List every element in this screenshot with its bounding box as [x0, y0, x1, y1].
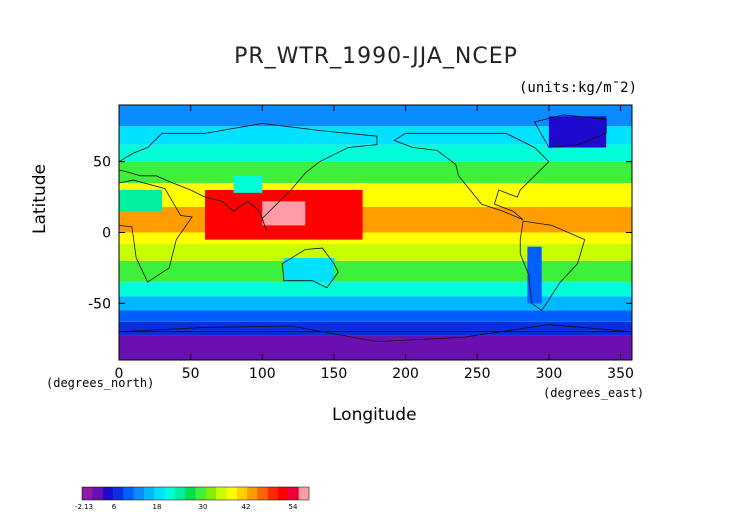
colorbar-swatch: [112, 487, 124, 500]
colorbar-swatch: [174, 487, 186, 500]
latitude-band: [119, 296, 632, 311]
colorbar-swatch: [123, 487, 134, 500]
latitude-band: [119, 310, 632, 322]
colorbar-swatch: [257, 487, 269, 500]
region-peak-core: [262, 201, 306, 226]
colorbar-swatch: [143, 487, 155, 500]
colorbar-swatch: [82, 487, 93, 500]
colorbar-swatch: [267, 487, 279, 500]
coastline-antarctic: [118, 324, 633, 342]
x-axis-unit-right: (degrees_east): [543, 386, 645, 400]
chart-title: PR_WTR_1990-JJA_NCEP: [234, 44, 518, 69]
colorbar-label: 30: [199, 503, 208, 511]
colorbar-swatch: [102, 487, 114, 500]
region-tibet-dry: [233, 175, 263, 193]
colorbar-label: 54: [289, 503, 298, 511]
colorbar-swatch: [185, 487, 196, 500]
y-tick-label: 50: [93, 155, 111, 171]
colorbar-swatch: [226, 487, 238, 500]
x-tick-label: 200: [392, 366, 419, 382]
colorbar-swatch: [216, 487, 227, 500]
region-greenland-dry: [548, 116, 607, 148]
latitude-band: [119, 105, 632, 127]
x-tick-label: 0: [115, 366, 124, 382]
latitude-band: [119, 243, 632, 261]
latitude-band: [119, 182, 632, 207]
latitude-band: [119, 335, 632, 360]
colorbar-label: 18: [153, 503, 162, 511]
x-tick-label: 100: [249, 366, 276, 382]
latitude-band: [119, 144, 632, 162]
colorbar-swatch: [247, 487, 258, 500]
latitude-band: [119, 282, 632, 297]
x-tick-label: 250: [464, 366, 491, 382]
colorbar-swatch: [133, 487, 145, 500]
coastline-greenland: [533, 114, 607, 148]
x-tick-label: 350: [607, 366, 634, 382]
x-axis-title: Longitude: [332, 405, 417, 425]
colorbar-swatch: [164, 487, 176, 500]
coastline-south-america: [519, 220, 586, 311]
region-australia-dry: [283, 258, 334, 283]
x-tick-label: 150: [321, 366, 348, 382]
y-tick-label: -50: [88, 296, 111, 312]
colorbar-label: -2.13: [75, 503, 93, 511]
colorbar-label: 6: [112, 503, 117, 511]
colorbar-swatch: [278, 487, 289, 500]
latitude-band: [119, 207, 632, 233]
colorbar-swatch: [298, 487, 310, 500]
colorbar-swatch: [205, 487, 217, 500]
colorbar-swatch: [236, 487, 248, 500]
region-sahara-dry: [119, 190, 162, 212]
units-label: (units:kg/m¯2): [519, 80, 638, 96]
colorbar-label: 42: [242, 503, 251, 511]
x-axis-unit-left: (degrees_north): [46, 376, 155, 390]
colorbar-swatch: [195, 487, 207, 500]
coastline-africa: [118, 179, 193, 283]
latitude-band: [119, 321, 632, 336]
region-andes-dry: [527, 246, 542, 304]
colorbar-frame: [81, 486, 310, 501]
y-tick-label: 0: [102, 226, 111, 242]
latitude-band: [119, 232, 632, 244]
latitude-band: [119, 126, 632, 145]
coastline-north-america: [393, 132, 550, 221]
latitude-band: [119, 161, 632, 183]
colorbar-swatch: [92, 487, 103, 500]
coastline-australia: [281, 247, 339, 289]
x-tick-label: 50: [182, 366, 200, 382]
colorbar-swatch: [288, 487, 299, 500]
colorbar-swatch: [154, 487, 165, 500]
coastline-eurasia: [118, 123, 378, 232]
latitude-band: [119, 260, 632, 283]
x-tick-label: 300: [536, 366, 563, 382]
